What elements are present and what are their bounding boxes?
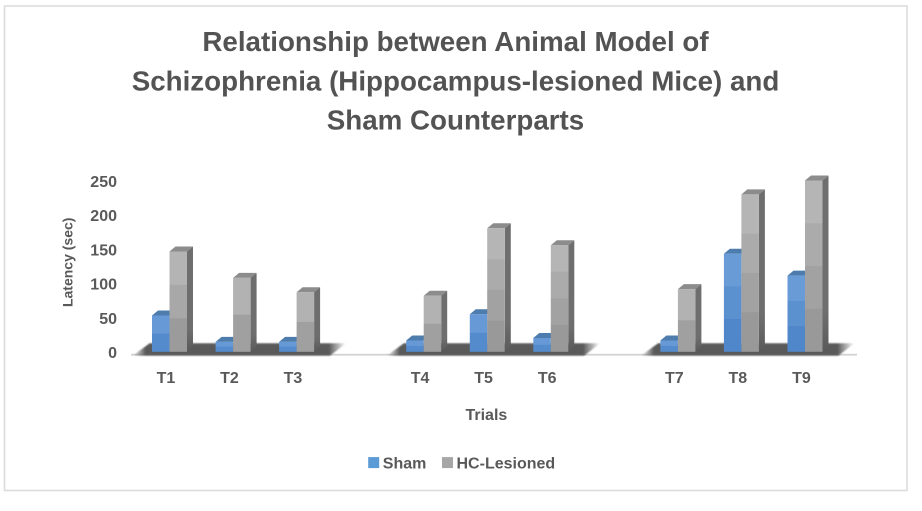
svg-text:T6: T6 — [538, 370, 557, 387]
svg-text:T5: T5 — [474, 370, 493, 387]
svg-text:T4: T4 — [411, 370, 430, 387]
svg-text:Latency (sec): Latency (sec) — [59, 218, 75, 307]
svg-text:50: 50 — [99, 311, 117, 328]
svg-text:150: 150 — [90, 242, 117, 259]
svg-text:T1: T1 — [157, 370, 176, 387]
svg-text:200: 200 — [90, 208, 117, 225]
svg-text:250: 250 — [90, 174, 117, 191]
svg-text:Relationship between Animal Mo: Relationship between Animal Model of — [202, 26, 709, 57]
svg-text:T7: T7 — [665, 370, 684, 387]
svg-text:100: 100 — [90, 277, 117, 294]
svg-text:Sham: Sham — [383, 455, 427, 472]
svg-text:T2: T2 — [220, 370, 239, 387]
svg-text:T3: T3 — [284, 370, 303, 387]
svg-text:T9: T9 — [792, 370, 811, 387]
svg-text:HC-Lesioned: HC-Lesioned — [457, 455, 556, 472]
svg-text:0: 0 — [108, 345, 117, 362]
svg-text:Trials: Trials — [465, 407, 507, 424]
svg-text:T8: T8 — [728, 370, 747, 387]
svg-text:Sham Counterparts: Sham Counterparts — [327, 105, 585, 136]
svg-text:Schizophrenia (Hippocampus-les: Schizophrenia (Hippocampus-lesioned Mice… — [132, 65, 780, 96]
